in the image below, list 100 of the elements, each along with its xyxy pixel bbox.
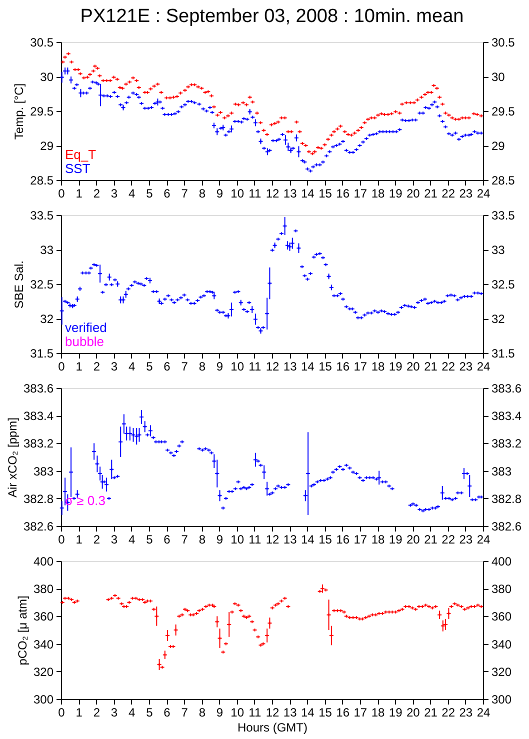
x-tick-label: 19 bbox=[388, 360, 403, 374]
y-tick-label: 380 bbox=[33, 582, 54, 596]
x-tick-label: 20 bbox=[406, 360, 420, 374]
y2-tick-label: 360 bbox=[492, 610, 512, 624]
x-tick-label: 0 bbox=[58, 186, 66, 200]
x-tick-label: 5 bbox=[146, 186, 154, 200]
x-tick-label: 9 bbox=[216, 706, 224, 720]
x-tick-label: 13 bbox=[283, 186, 298, 200]
x-tick-label: 1 bbox=[76, 360, 83, 374]
y-tick-label: 32.5 bbox=[30, 278, 54, 292]
x-tick-label: 22 bbox=[442, 706, 456, 720]
x-tick-label: 6 bbox=[164, 360, 171, 374]
x-tick-label: 17 bbox=[354, 706, 368, 720]
x-tick-label: 23 bbox=[459, 360, 473, 374]
y-tick-label: 383.4 bbox=[23, 409, 54, 424]
y2-tick-label: 30.5 bbox=[492, 36, 516, 50]
x-tick-label: 5 bbox=[146, 532, 154, 546]
x-tick-label: 21 bbox=[424, 706, 438, 720]
text: SST bbox=[65, 161, 90, 176]
x-tick-label: 14 bbox=[300, 706, 315, 720]
y2-tick-label: 32 bbox=[492, 312, 506, 326]
y-tick-label: 382.6 bbox=[23, 520, 54, 534]
x-tick-label: 11 bbox=[248, 706, 262, 720]
y-tick-label: 28.5 bbox=[30, 174, 54, 188]
x-tick-label: 7 bbox=[181, 360, 188, 374]
x-tick-label: 18 bbox=[371, 186, 385, 200]
x-tick-label: 1 bbox=[76, 532, 83, 546]
y-tick-label: 30 bbox=[40, 70, 54, 84]
y2-tick-label: 28.5 bbox=[492, 174, 516, 188]
x-tick-label: 3 bbox=[110, 532, 118, 546]
x-tick-label: 9 bbox=[216, 360, 224, 374]
y-tick-label: 383.2 bbox=[23, 436, 54, 451]
y-axis-title: SBE Sal. bbox=[12, 260, 26, 309]
x-tick-label: 0 bbox=[58, 360, 66, 374]
y2-tick-label: 380 bbox=[492, 582, 512, 596]
x-tick-label: 14 bbox=[300, 186, 315, 200]
x-tick-label: 7 bbox=[181, 532, 188, 546]
y-tick-label: 31.5 bbox=[30, 346, 54, 360]
x-tick-label: 7 bbox=[181, 186, 188, 200]
x-tick-label: 1 bbox=[76, 186, 83, 200]
x-tick-label: 11 bbox=[248, 532, 262, 546]
x-tick-label: 3 bbox=[110, 186, 118, 200]
x-tick-label: 2 bbox=[93, 186, 100, 200]
x-tick-label: 23 bbox=[459, 532, 473, 546]
x-tick-label: 20 bbox=[406, 186, 420, 200]
y2-tick-label: 382.6 bbox=[492, 520, 522, 534]
x-tick-label: 3 bbox=[110, 706, 118, 720]
x-tick-label: 8 bbox=[198, 186, 206, 200]
chart-title: PX121E : September 03, 2008 : 10min. mean bbox=[80, 6, 464, 27]
x-tick-label: 12 bbox=[266, 360, 280, 374]
x-tick-label: 13 bbox=[283, 706, 298, 720]
y-tick-label: 383 bbox=[33, 464, 54, 478]
x-tick-label: 6 bbox=[164, 532, 171, 546]
x-tick-label: 21 bbox=[424, 360, 438, 374]
x-tick-label: 5 bbox=[146, 706, 154, 720]
y-tick-label: 33.5 bbox=[30, 208, 54, 222]
y-tick-label: 33 bbox=[40, 243, 54, 257]
y-tick-label: 32 bbox=[40, 312, 54, 326]
y2-tick-label: 29 bbox=[492, 139, 506, 153]
x-tick-label: 16 bbox=[336, 186, 350, 200]
x-tick-label: 2 bbox=[93, 706, 100, 720]
y2-tick-label: 33.5 bbox=[492, 208, 516, 222]
x-tick-label: 9 bbox=[216, 532, 224, 546]
y2-tick-label: 383 bbox=[492, 464, 512, 478]
x-tick-label: 0 bbox=[58, 532, 66, 546]
x-tick-label: 2 bbox=[93, 360, 100, 374]
x-tick-label: 8 bbox=[198, 360, 206, 374]
y2-tick-label: 31.5 bbox=[492, 346, 516, 360]
y-tick-label: 382.8 bbox=[23, 492, 54, 506]
x-tick-label: 17 bbox=[354, 186, 368, 200]
y2-tick-label: 383.2 bbox=[492, 436, 522, 451]
x-tick-label: 23 bbox=[459, 186, 473, 200]
x-tick-label: 23 bbox=[459, 706, 473, 720]
y-tick-label: 383.6 bbox=[23, 382, 54, 396]
x-tick-label: 14 bbox=[300, 360, 315, 374]
x-tick-label: 5 bbox=[146, 360, 154, 374]
x-tick-label: 20 bbox=[406, 706, 420, 720]
y2-tick-label: 33 bbox=[492, 243, 506, 257]
x-tick-label: 4 bbox=[128, 706, 136, 720]
x-tick-label: 10 bbox=[230, 706, 244, 720]
series-label: verified bbox=[65, 320, 107, 335]
y2-tick-label: 383.6 bbox=[492, 382, 522, 396]
y2-tick-label: 32.5 bbox=[492, 278, 516, 292]
x-tick-label: 18 bbox=[371, 360, 385, 374]
legend-label: bubble bbox=[65, 334, 104, 349]
y-axis-title: pCO₂ [μ atm] bbox=[15, 596, 30, 666]
y-tick-label: 400 bbox=[33, 554, 54, 568]
x-tick-label: 13 bbox=[283, 360, 298, 374]
x-tick-label: 11 bbox=[248, 360, 262, 374]
x-tick-label: 24 bbox=[476, 186, 490, 200]
y-tick-label: 29 bbox=[40, 139, 54, 153]
x-tick-label: 18 bbox=[371, 532, 385, 546]
x-tick-label: 16 bbox=[336, 360, 350, 374]
x-tick-label: 6 bbox=[164, 186, 171, 200]
y2-tick-label: 300 bbox=[492, 692, 512, 706]
x-tick-label: 24 bbox=[476, 706, 490, 720]
x-tick-label: 6 bbox=[164, 706, 171, 720]
y-tick-label: 360 bbox=[33, 610, 54, 624]
y2-tick-label: 30 bbox=[492, 70, 506, 84]
x-tick-label: 1 bbox=[76, 706, 83, 720]
